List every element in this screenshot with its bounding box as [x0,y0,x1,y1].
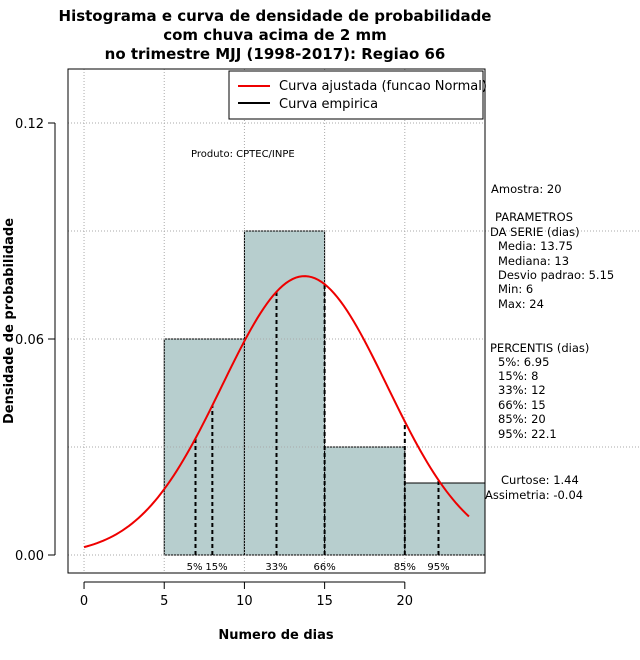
param-desvio: Desvio padrao: 5.15 [498,268,614,282]
percentile-66: 66%: 15 [498,398,546,412]
y-axis-label: Densidade de probabilidade [2,218,17,424]
product-label: Produto: CPTEC/INPE [191,149,295,160]
histogram-bar-4 [404,482,486,556]
legend-box [228,70,484,120]
legend: Curva ajustada (funcao Normal) Curva emp… [228,70,487,120]
percentile-label-5: 85% [394,562,416,573]
histogram-bar-3 [324,446,406,556]
params-title-2: DA SERIE (dias) [490,225,580,239]
percentile-85: 85%: 20 [498,412,546,426]
chart-title-line-3: no trimestre MJJ (1998-2017): Regiao 66 [105,45,446,63]
x-tick-label-20: 20 [397,594,414,609]
normal-curve-line [83,275,470,549]
x-tick-label-15: 15 [316,594,333,609]
param-media: Media: 13.75 [498,239,573,253]
assimetria: Assimetria: -0.04 [485,488,583,502]
x-axis-label: Numero de dias [218,628,334,643]
curtose: Curtose: 1.44 [501,473,579,487]
stats-panel: Amostra: 20 PARAMETROS DA SERIE (dias) M… [485,182,614,502]
histogram-bar-1 [163,338,245,556]
percentile-33: 33%: 12 [498,383,546,397]
param-max: Max: 24 [498,297,544,311]
x-tick-label-5: 5 [160,594,168,609]
y-tick-label-2: 0.12 [15,117,44,132]
x-tick-label-0: 0 [80,594,88,609]
params-title-1: PARAMETROS [495,210,573,224]
percentile-label-3: 33% [265,562,287,573]
percentile-15: 15%: 8 [498,369,538,383]
plot-frame [67,68,486,574]
percentile-label-2: 15% [205,562,227,573]
sample-size: Amostra: 20 [491,182,562,196]
legend-label-fitted: Curva ajustada (funcao Normal) [279,79,487,94]
percentile-label-1: 5% [187,562,203,573]
legend-label-empirical: Curva empirica [279,97,378,112]
chart-title-line-1: Histograma e curva de densidade de proba… [59,7,492,25]
percentile-5: 5%: 6.95 [498,355,549,369]
percentile-95: 95%: 22.1 [498,427,557,441]
x-tick-label-10: 10 [236,594,253,609]
param-mediana: Mediana: 13 [498,254,569,268]
histogram-bar-2 [243,230,326,556]
percentiles-title: PERCENTIS (dias) [490,341,589,355]
percentile-label-6: 95% [427,562,449,573]
y-tick-label-0: 0.00 [15,549,44,564]
param-min: Min: 6 [498,282,533,296]
y-tick-label-1: 0.06 [15,333,44,348]
percentile-label-4: 66% [313,562,335,573]
chart-title-line-2: com chuva acima de 2 mm [163,26,387,44]
